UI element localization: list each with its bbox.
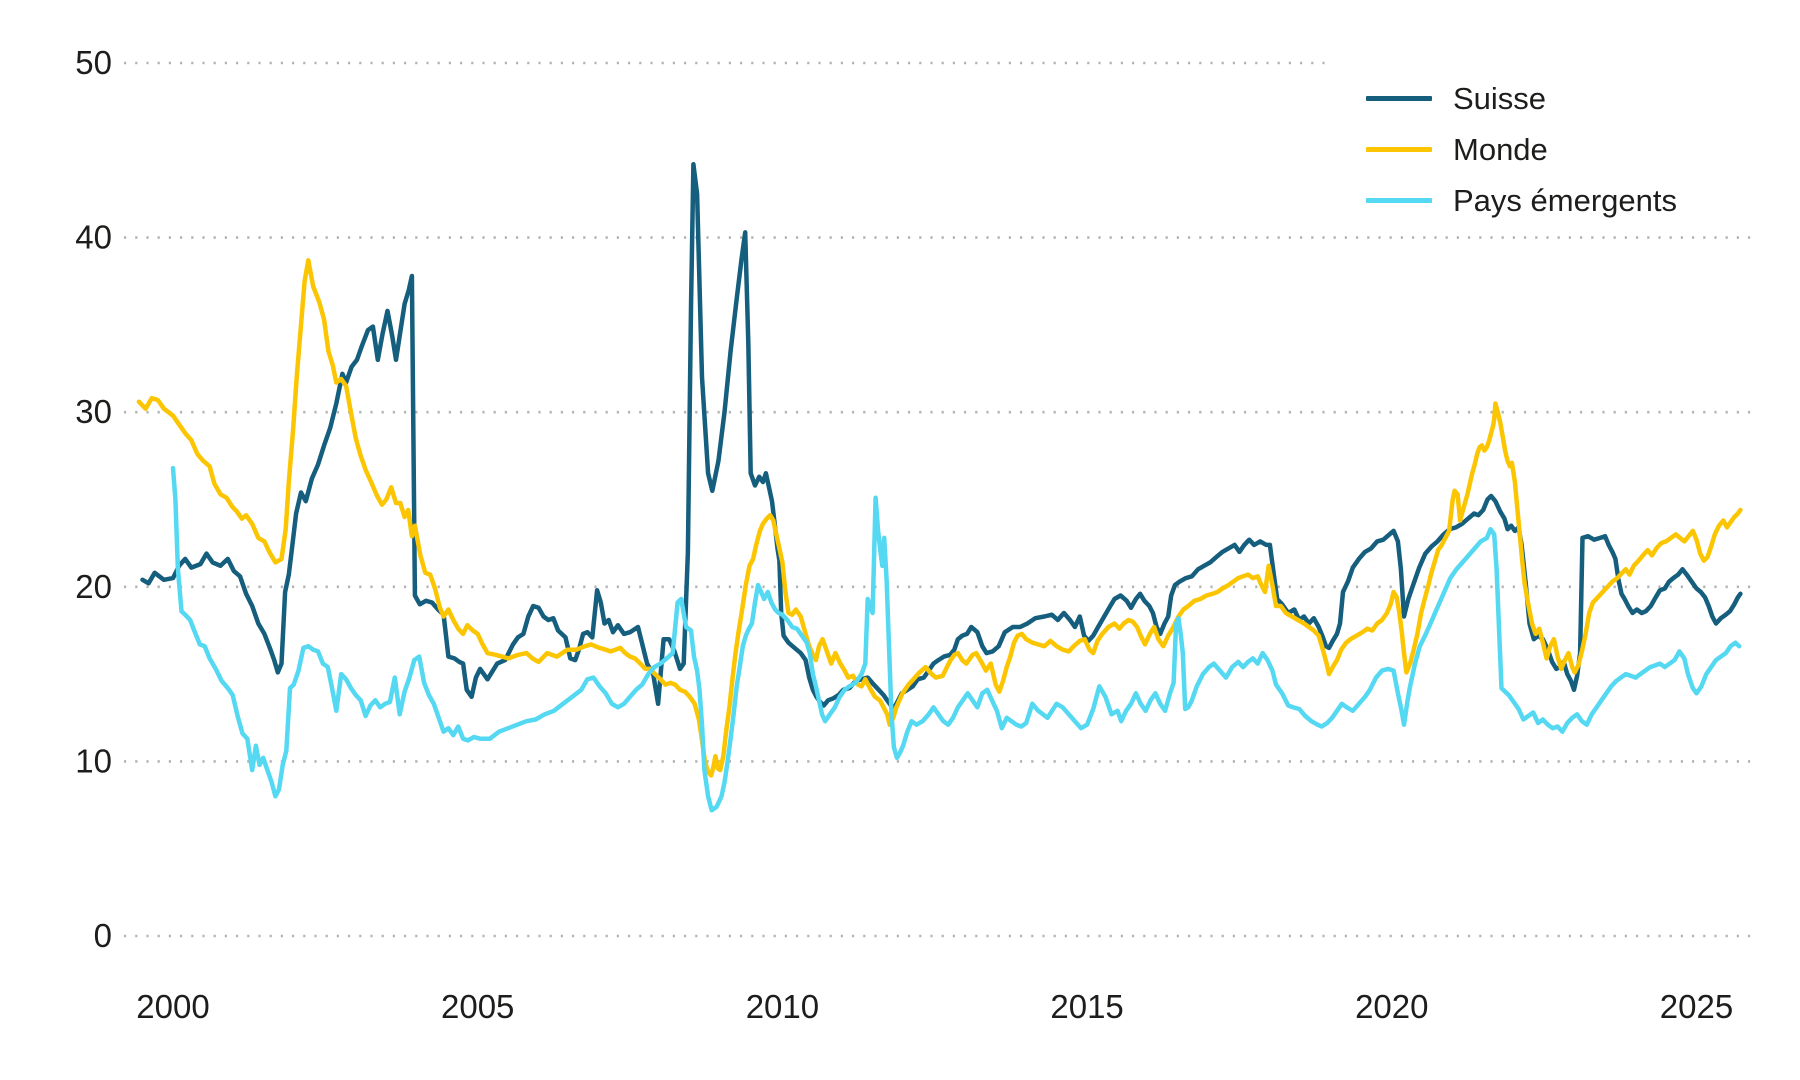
x-axis-tick-label-2015: 2015 [1050,988,1123,1025]
legend-label-suisse: Suisse [1453,81,1547,116]
legend-item-pays-emergents: Pays émergents [1366,175,1677,226]
x-axis-tick-label-2025: 2025 [1660,988,1733,1025]
legend-item-monde: Monde [1366,124,1677,175]
legend-swatch-suisse [1366,96,1432,101]
series-line-pays-mergents [170,465,1742,813]
x-axis-tick-label-2020: 2020 [1355,988,1428,1025]
y-axis-tick-label-50: 50 [75,44,112,81]
y-axis-tick-label-30: 30 [75,393,112,430]
legend-item-suisse: Suisse [1366,73,1677,124]
x-axis-tick-label-2000: 2000 [136,988,209,1025]
legend-swatch-pays-emergents [1366,198,1432,203]
y-axis-tick-label-40: 40 [75,219,112,256]
series-line-monde [136,258,1743,778]
x-axis-tick-label-2010: 2010 [746,988,819,1025]
legend-label-pays-emergents: Pays émergents [1453,183,1677,218]
y-axis-tick-label-10: 10 [75,742,112,779]
x-axis-tick-label-2005: 2005 [441,988,514,1025]
y-axis-tick-label-0: 0 [94,917,112,954]
legend: Suisse Monde Pays émergents [1366,73,1677,226]
legend-swatch-monde [1366,147,1432,152]
y-axis-tick-label-20: 20 [75,568,112,605]
legend-label-monde: Monde [1453,132,1548,167]
